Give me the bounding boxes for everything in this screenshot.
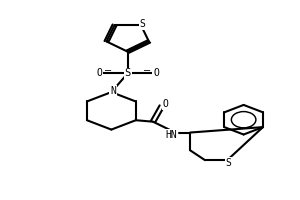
Text: =: = [143, 67, 151, 77]
Text: S: S [140, 19, 145, 29]
Text: O: O [97, 68, 102, 78]
Text: O: O [163, 99, 168, 109]
Text: =: = [104, 67, 112, 77]
Text: HN: HN [166, 130, 178, 140]
Text: S: S [226, 158, 232, 168]
Text: N: N [110, 86, 116, 96]
Text: S: S [124, 68, 131, 78]
Text: O: O [153, 68, 159, 78]
